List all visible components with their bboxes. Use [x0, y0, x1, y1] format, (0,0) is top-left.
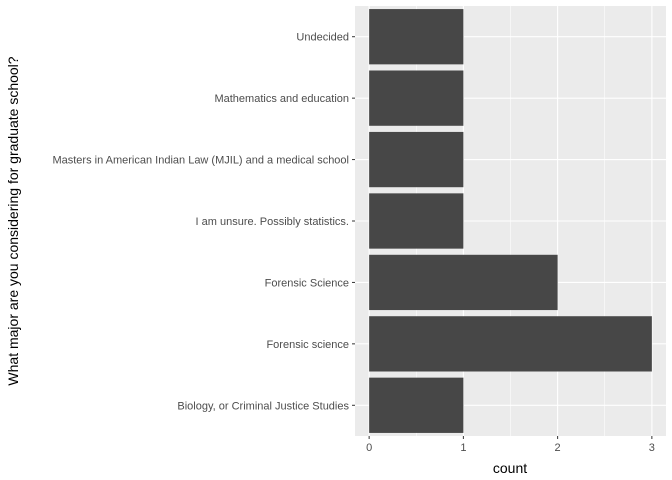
bar [369, 377, 464, 433]
x-tick-label: 2 [555, 442, 561, 454]
y-axis-title: What major are you considering for gradu… [5, 56, 21, 385]
y-tick-label: Biology, or Criminal Justice Studies [177, 400, 349, 412]
bar [369, 70, 464, 126]
bar [369, 131, 464, 188]
bar [369, 9, 464, 65]
y-tick-label: Undecided [296, 32, 349, 44]
y-tick-label: Masters in American Indian Law (MJIL) an… [52, 155, 349, 167]
bar [369, 193, 464, 249]
y-tick-label: Forensic science [266, 339, 349, 351]
x-axis-title: count [493, 460, 527, 476]
bars [369, 9, 652, 433]
bar [369, 316, 652, 372]
y-axis: Biology, or Criminal Justice Studies Fore… [52, 32, 355, 412]
x-tick-label: 1 [460, 442, 466, 454]
x-tick-label: 0 [366, 442, 372, 454]
bar [369, 254, 558, 311]
y-tick-label: Forensic Science [265, 277, 349, 289]
x-axis: 0 1 2 3 [366, 436, 655, 454]
y-tick-label: I am unsure. Possibly statistics. [196, 216, 349, 228]
x-tick-label: 3 [649, 442, 655, 454]
y-tick-label: Mathematics and education [214, 93, 349, 105]
